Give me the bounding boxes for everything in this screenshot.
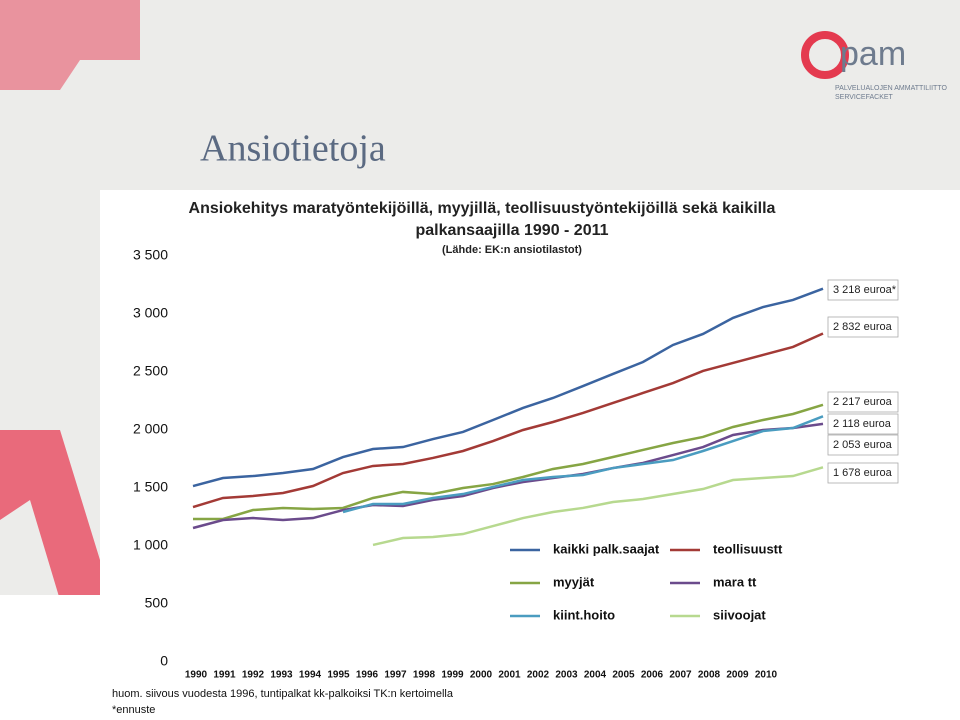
x-tick-label: 1991	[213, 670, 236, 681]
x-tick-label: 1990	[185, 670, 208, 681]
x-tick-label: 2005	[612, 670, 635, 681]
series-line	[192, 422, 824, 530]
legend-label: teollisuustt	[713, 541, 783, 556]
logo-name: pam	[840, 35, 906, 73]
y-tick-label: 3 500	[133, 247, 168, 263]
decoration	[0, 0, 140, 90]
logo-mark	[801, 31, 849, 79]
annotation: 2 053 euroa	[833, 439, 893, 451]
legend-label: mara tt	[713, 574, 757, 589]
series-line	[372, 466, 824, 547]
annotation-box	[827, 413, 899, 435]
annotation: 2 118 euroa	[833, 418, 892, 430]
series-line	[193, 403, 824, 521]
logo-text: PALVELUALOJEN AMMATTILIITTO	[835, 85, 947, 92]
x-tick-label: 1999	[441, 670, 464, 681]
y-tick-label: 2 500	[133, 363, 168, 379]
decoration	[0, 595, 100, 720]
chart-title: Ansiokehitys maratyöntekijöillä, myyjill…	[189, 200, 776, 217]
annotation: 2 217 euroa	[833, 396, 893, 408]
chart-subtitle: (Lähde: EK:n ansiotilastot)	[442, 244, 582, 256]
decoration	[0, 430, 100, 600]
y-tick-label: 1 000	[133, 537, 168, 553]
y-tick-label: 1 500	[133, 479, 168, 495]
annotation-box	[827, 316, 899, 338]
logo-text: SERVICEFACKET	[835, 94, 894, 101]
series-line	[342, 415, 824, 514]
x-tick-label: 1998	[413, 670, 436, 681]
annotation-box	[827, 462, 899, 484]
slide-title: Ansiotietoja	[200, 128, 386, 170]
series-line	[192, 287, 824, 488]
y-tick-label: 2 000	[133, 421, 168, 437]
legend-label: kaikki palk.saajat	[553, 541, 660, 556]
x-tick-label: 2001	[498, 670, 521, 681]
x-tick-label: 1996	[356, 670, 379, 681]
x-tick-label: 2008	[698, 670, 721, 681]
x-tick-label: 2010	[755, 670, 778, 681]
y-tick-label: 500	[145, 595, 169, 611]
chart-area	[100, 190, 960, 720]
x-tick-label: 2002	[527, 670, 550, 681]
chart-title: palkansaajilla 1990 - 2011	[415, 222, 608, 239]
annotation: 1 678 euroa	[833, 467, 893, 479]
x-tick-label: 2006	[641, 670, 664, 681]
x-tick-label: 2004	[584, 670, 607, 681]
x-tick-label: 1994	[299, 670, 322, 681]
x-tick-label: 1992	[242, 670, 265, 681]
x-tick-label: 2003	[555, 670, 578, 681]
legend-label: siivoojat	[713, 607, 766, 622]
note: huom. siivous vuodesta 1996, tuntipalkat…	[112, 688, 454, 700]
x-tick-label: 1993	[270, 670, 293, 681]
note: *ennuste	[112, 704, 155, 716]
y-tick-label: 3 000	[133, 305, 168, 321]
annotation-box	[827, 434, 899, 456]
legend-label: myyjät	[553, 574, 595, 589]
annotation-box	[827, 279, 899, 301]
y-tick-label: 0	[160, 653, 168, 669]
x-tick-label: 1995	[327, 670, 350, 681]
legend-label: kiint.hoito	[553, 607, 615, 622]
x-tick-label: 2000	[470, 670, 493, 681]
annotation: 2 832 euroa	[833, 321, 893, 333]
annotation: 3 218 euroa*	[833, 284, 897, 296]
series-line	[192, 332, 824, 509]
x-tick-label: 2009	[726, 670, 749, 681]
annotation-box	[827, 391, 899, 413]
x-tick-label: 1997	[384, 670, 407, 681]
x-tick-label: 2007	[669, 670, 692, 681]
